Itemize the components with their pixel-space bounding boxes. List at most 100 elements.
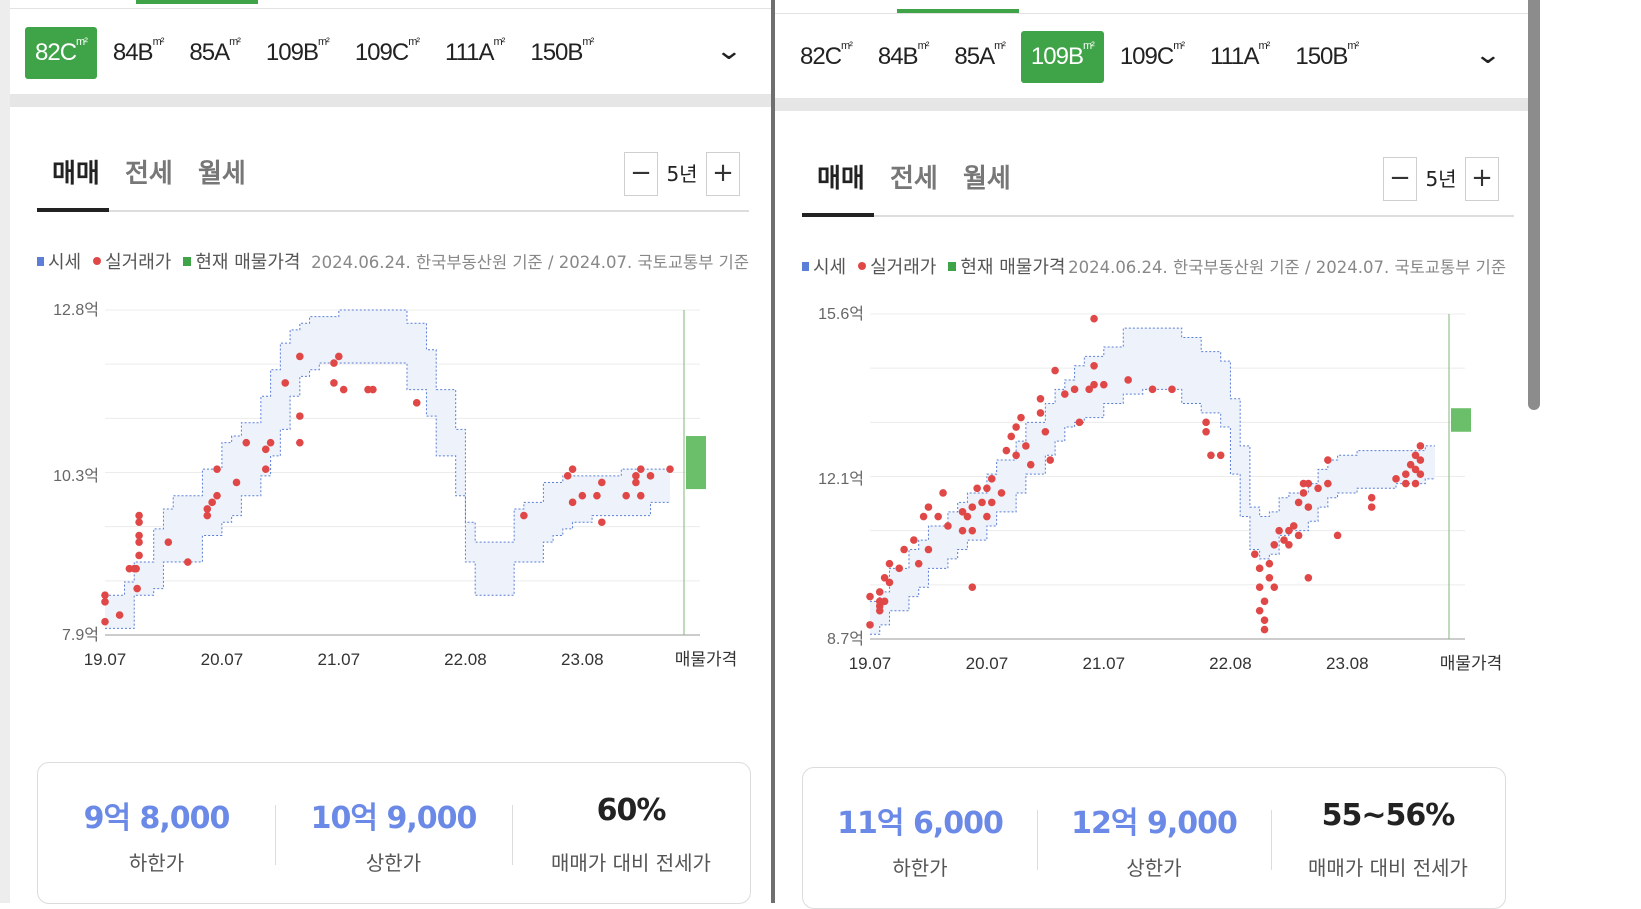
size-tab[interactable]: 109Cm² xyxy=(354,36,420,66)
actual-transaction-dot xyxy=(593,491,601,500)
actual-transaction-dot xyxy=(885,559,894,568)
deal-tab-monthly[interactable]: 월세 xyxy=(963,164,1011,194)
period-plus-button[interactable]: + xyxy=(1465,157,1499,201)
legend-actual-label: 실거래가 xyxy=(870,257,937,278)
scrollbar-thumb[interactable] xyxy=(1528,0,1540,410)
period-plus-button[interactable]: + xyxy=(706,152,740,196)
actual-transaction-dot xyxy=(578,491,587,500)
actual-transaction-dot xyxy=(997,489,1006,497)
size-tab[interactable]: 111Am² xyxy=(445,36,505,66)
actual-transaction-dot xyxy=(1270,583,1279,591)
actual-transaction-dot xyxy=(1401,479,1410,488)
actual-transaction-dot xyxy=(203,505,212,513)
actual-transaction-dot xyxy=(334,352,343,361)
size-tab[interactable]: 111Am² xyxy=(1210,40,1270,70)
chevron-down-icon[interactable]: ⌄ xyxy=(714,36,744,66)
actual-transaction-dot xyxy=(666,465,674,473)
size-tab[interactable]: 85Am² xyxy=(189,36,241,66)
actual-transaction-dot xyxy=(895,564,904,573)
jeonse-ratio-label: 매매가 대비 전세가 xyxy=(1308,856,1468,880)
actual-transaction-dot xyxy=(1392,475,1400,483)
actual-transaction-dot xyxy=(1265,573,1274,582)
size-tab[interactable]: 150Bm² xyxy=(530,36,594,66)
legend-listing-swatch xyxy=(183,256,192,266)
summary-ratio: 60% 매매가 대비 전세가 xyxy=(512,763,750,903)
actual-transaction-dot xyxy=(963,512,972,521)
actual-transaction-dot xyxy=(866,592,874,601)
chevron-down-icon[interactable]: ⌄ xyxy=(1473,40,1503,70)
actual-transaction-dot xyxy=(1304,503,1313,511)
actual-transaction-dot xyxy=(598,478,606,487)
low-price-label: 하한가 xyxy=(128,851,185,875)
legend-listing-label: 현재 매물가격 xyxy=(960,257,1066,278)
actual-transaction-dot xyxy=(1289,522,1298,530)
actual-transaction-dot xyxy=(1294,498,1303,507)
actual-transaction-dot xyxy=(968,526,977,535)
actual-transaction-dot xyxy=(880,597,889,606)
market-lower-line xyxy=(870,388,1435,635)
size-tab[interactable]: 109Bm² xyxy=(1020,31,1104,83)
deal-tab-jeonse[interactable]: 전세 xyxy=(125,159,173,189)
actual-transaction-dot xyxy=(1026,460,1035,469)
size-tab[interactable]: 109Bm² xyxy=(265,36,330,66)
size-tab[interactable]: 82Cm² xyxy=(25,27,97,79)
x-tick-label: 19.07 xyxy=(84,650,127,669)
actual-transaction-dot xyxy=(1075,418,1084,427)
actual-transaction-dot xyxy=(1124,376,1132,384)
size-tab[interactable]: 84Bm² xyxy=(112,36,165,66)
deal-tab-jeonse[interactable]: 전세 xyxy=(890,164,938,194)
size-tab[interactable]: 85Am² xyxy=(954,40,1006,70)
actual-transaction-dot xyxy=(1007,432,1016,441)
actual-transaction-dot xyxy=(1285,526,1293,535)
actual-transaction-dot xyxy=(135,551,143,560)
size-tab-bar: 82Cm² 84Bm² 85Am² 109Bm² 109Cm² 111Am² 1… xyxy=(10,14,771,92)
size-tab[interactable]: 82Cm² xyxy=(800,40,853,70)
actual-transaction-dot xyxy=(281,379,290,387)
period-minus-button[interactable]: − xyxy=(1383,157,1417,201)
actual-transaction-dot xyxy=(115,611,124,619)
price-panel-right: 82Cm² 84Bm² 85Am² 109Bm² 109Cm² 111Am² 1… xyxy=(775,0,1528,909)
actual-transaction-dot xyxy=(296,412,304,420)
actual-transaction-dot xyxy=(1216,451,1225,460)
actual-transaction-dot xyxy=(1202,418,1210,427)
panel-top-accent xyxy=(897,9,1019,13)
period-label: 5년 xyxy=(666,162,698,186)
summary-high: 12억 9,000 상한가 xyxy=(1037,768,1271,908)
chart-legend: 시세 실거래가 현재 매물가격 xyxy=(802,253,1065,279)
low-price-label: 하한가 xyxy=(892,856,948,880)
actual-transaction-dot xyxy=(1265,559,1274,568)
actual-transaction-dot xyxy=(101,617,109,626)
actual-transaction-dot xyxy=(1406,460,1415,469)
deal-tab-active-underline xyxy=(802,213,874,217)
jeonse-ratio-value: 55~56% xyxy=(1321,798,1456,833)
legend-market-swatch xyxy=(37,256,44,266)
summary-card: 11억 6,000 하한가 12억 9,000 상한가 55~56% 매매가 대… xyxy=(802,767,1506,909)
listing-price-bar xyxy=(686,436,706,490)
high-price-value: 12억 9,000 xyxy=(1071,806,1238,841)
size-tab[interactable]: 150Bm² xyxy=(1295,40,1359,70)
actual-transaction-dot xyxy=(261,445,270,454)
actual-transaction-dot xyxy=(1367,493,1376,502)
y-tick-label: 12.8억 xyxy=(53,301,99,319)
price-panel-left: 82Cm² 84Bm² 85Am² 109Bm² 109Cm² 111Am² 1… xyxy=(10,0,771,904)
deal-tab-monthly[interactable]: 월세 xyxy=(198,159,246,189)
jeonse-ratio-value: 60% xyxy=(596,793,667,828)
summary-divider xyxy=(1271,810,1272,870)
panel-top-border xyxy=(775,0,1528,14)
period-minus-button[interactable]: − xyxy=(624,152,658,196)
actual-transaction-dot xyxy=(296,438,304,447)
size-tab[interactable]: 84Bm² xyxy=(877,40,930,70)
deal-tab-sale[interactable]: 매매 xyxy=(52,159,100,189)
actual-transaction-dot xyxy=(568,498,577,507)
x-tick-label: 20.07 xyxy=(966,654,1009,673)
market-price-band xyxy=(105,310,670,629)
actual-transaction-dot xyxy=(1324,479,1332,488)
legend-listing-label: 현재 매물가격 xyxy=(195,252,301,273)
size-tab[interactable]: 109Cm² xyxy=(1119,40,1185,70)
actual-transaction-dot xyxy=(208,498,216,507)
actual-transaction-dot xyxy=(266,438,275,447)
deal-tab-sale[interactable]: 매매 xyxy=(817,164,865,194)
actual-transaction-dot xyxy=(184,558,192,566)
actual-transaction-dot xyxy=(213,465,221,473)
period-stepper: − 5년 + xyxy=(1383,157,1503,201)
